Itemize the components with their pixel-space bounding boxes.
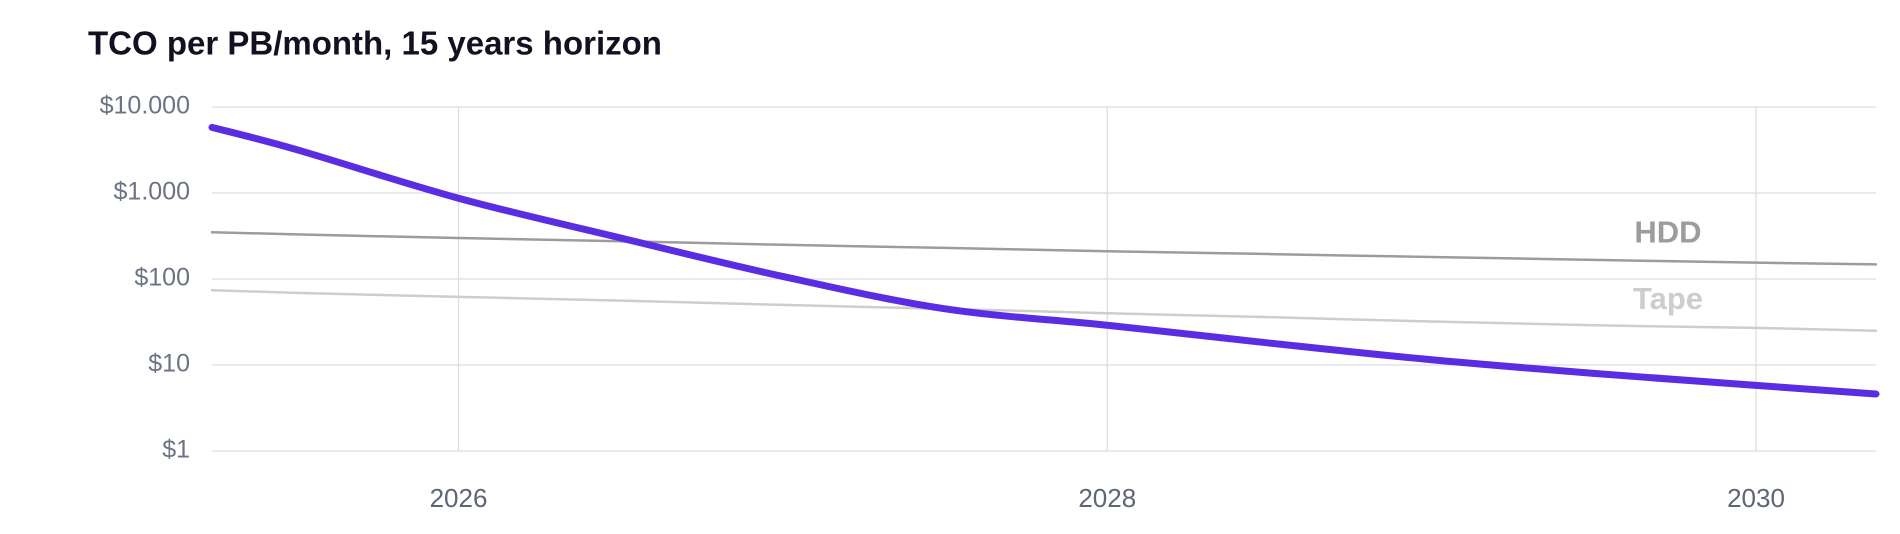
y-tick-label: $1.000 xyxy=(114,178,190,206)
series-label: Tape xyxy=(1633,281,1703,316)
series-line xyxy=(210,288,1878,333)
y-tick-label: $10 xyxy=(148,350,190,378)
x-tick-label: 2026 xyxy=(430,483,488,513)
series-label: HDD xyxy=(1634,215,1701,250)
y-tick-label: $10.000 xyxy=(100,92,190,120)
chart-title: TCO per PB/month, 15 years horizon xyxy=(88,25,662,62)
y-tick-label: $100 xyxy=(134,264,190,292)
series-line xyxy=(210,230,1878,266)
y-tick-label: $1 xyxy=(162,436,190,464)
x-tick-label: 2030 xyxy=(1727,483,1785,513)
series-line xyxy=(208,123,1880,398)
x-tick-label: 2028 xyxy=(1078,483,1136,513)
